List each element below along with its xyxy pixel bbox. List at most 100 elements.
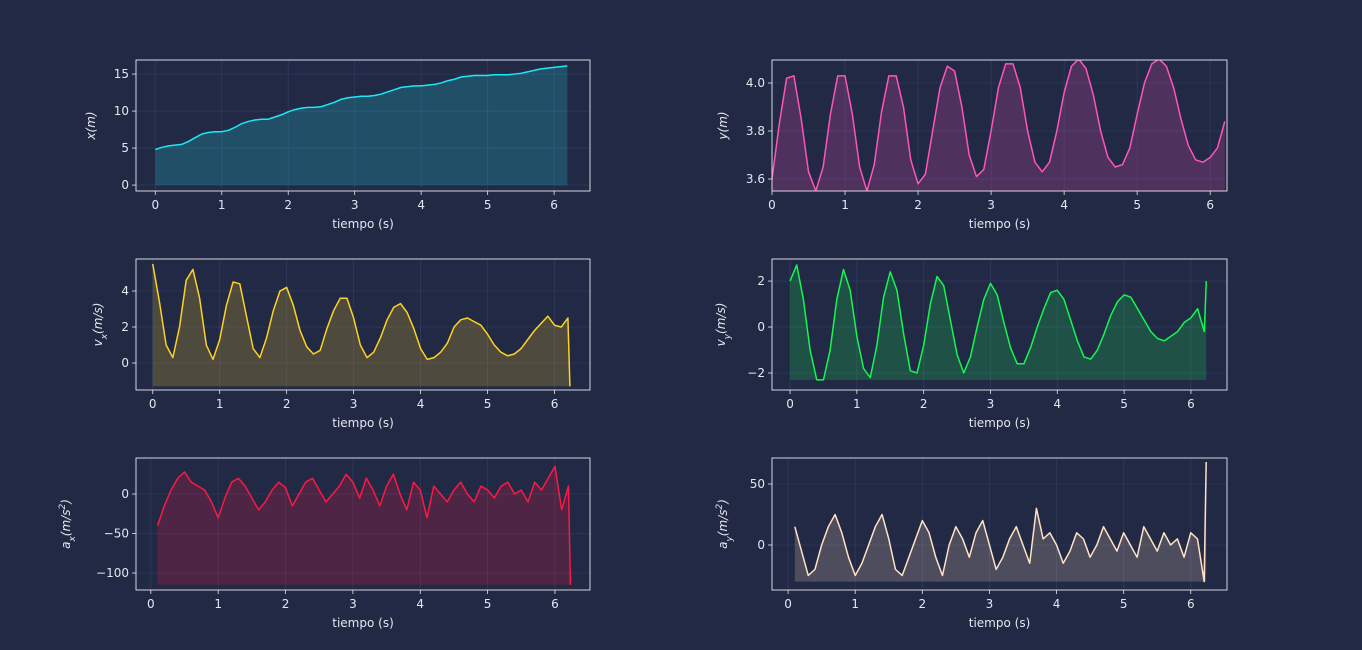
y-axis-label-part: y(m) [716, 111, 730, 140]
y-axis-label: vx(m/s) [91, 303, 110, 347]
data-line [794, 462, 1207, 583]
x-tick-label: 2 [283, 397, 291, 411]
x-tick-label: 1 [216, 397, 224, 411]
data-line [156, 465, 572, 585]
x-tick-label: 3 [987, 397, 995, 411]
y-axis-label-part: v [714, 338, 728, 346]
area-fill [152, 264, 570, 387]
y-tick-label: 5 [121, 141, 129, 155]
x-tick-label: 6 [551, 597, 559, 611]
x-tick-label: 0 [149, 397, 157, 411]
x-tick-label: 6 [1187, 597, 1195, 611]
y-tick-label: 2 [757, 274, 765, 288]
x-tick-label: 4 [417, 397, 425, 411]
y-axis-label-part: y [723, 333, 733, 340]
y-axis-label-part: x [68, 536, 78, 543]
y-tick-label: −2 [747, 366, 765, 380]
y-tick-label: 0 [121, 356, 129, 370]
y-axis-label: ay(m/s2) [715, 499, 735, 549]
x-tick-label: 6 [551, 397, 559, 411]
subplot: 0 1 2 3 4 5 6 0 2 4 tiempo (s) vx(m/s) [91, 258, 591, 430]
x-tick-label: 3 [350, 397, 358, 411]
x-tick-label: 2 [919, 597, 927, 611]
y-tick-label: −50 [104, 527, 129, 541]
y-tick-label: 10 [114, 104, 129, 118]
y-tick-label: 2 [121, 320, 129, 334]
x-tick-label: 1 [841, 198, 849, 212]
x-tick-label: 1 [853, 397, 861, 411]
area-fill [155, 65, 568, 186]
x-axis-label: tiempo (s) [332, 217, 394, 231]
area-fill [772, 60, 1225, 191]
x-tick-label: 5 [484, 597, 492, 611]
x-tick-label: 4 [416, 597, 424, 611]
x-tick-label: 4 [417, 198, 425, 212]
x-tick-label: 6 [1187, 397, 1195, 411]
x-axis-label: tiempo (s) [332, 416, 394, 430]
x-axis-label: tiempo (s) [969, 616, 1031, 630]
x-tick-label: 3 [349, 597, 357, 611]
y-tick-label: 0 [757, 538, 765, 552]
y-tick-label: 3.8 [746, 124, 765, 138]
y-axis-label-part: x(m) [84, 111, 98, 140]
x-tick-label: 0 [784, 597, 792, 611]
x-tick-label: 3 [351, 198, 359, 212]
y-tick-label: 4 [121, 284, 129, 298]
x-tick-label: 3 [986, 597, 994, 611]
x-tick-label: 6 [550, 198, 558, 212]
y-tick-label: 0 [121, 487, 129, 501]
y-axis-label-part: (m/s [716, 510, 730, 537]
y-tick-label: 4.0 [746, 76, 765, 90]
y-tick-label: 0 [121, 178, 129, 192]
y-tick-label: 0 [757, 320, 765, 334]
y-axis-label-part: v [91, 338, 105, 346]
x-tick-label: 1 [214, 597, 222, 611]
x-axis-label: tiempo (s) [332, 616, 394, 630]
subplot: 0 1 2 3 4 5 6 −2 0 2 tiempo (s) vy(m/s) [714, 258, 1228, 430]
y-axis-label-part: a [59, 542, 73, 549]
y-tick-label: 15 [114, 67, 129, 81]
x-tick-label: 3 [987, 198, 995, 212]
y-axis-label: ax(m/s2) [58, 499, 78, 549]
subplot: 0 1 2 3 4 5 6 3.6 3.8 4.0 tiempo (s) y(m) [716, 59, 1228, 231]
y-axis-label-part: (m/s) [91, 303, 105, 334]
axes-frame [135, 258, 591, 391]
x-tick-label: 2 [284, 198, 292, 212]
x-tick-label: 5 [1120, 597, 1128, 611]
y-axis-label-part: (m/s) [714, 303, 728, 334]
axes-frame [771, 457, 1228, 591]
x-tick-label: 5 [1133, 198, 1141, 212]
x-tick-label: 4 [1053, 397, 1061, 411]
x-tick-label: 5 [484, 397, 492, 411]
area-fill [157, 466, 571, 585]
x-tick-label: 0 [768, 198, 776, 212]
x-tick-label: 0 [786, 397, 794, 411]
x-tick-label: 5 [484, 198, 492, 212]
x-tick-label: 1 [218, 198, 226, 212]
area-fill [794, 462, 1207, 582]
x-tick-label: 0 [151, 198, 159, 212]
data-line [789, 264, 1208, 381]
axes-frame [135, 457, 591, 591]
y-axis-label-part: y [725, 536, 735, 543]
y-axis-label-part: ) [59, 499, 73, 505]
y-axis-label: y(m) [716, 111, 730, 140]
y-axis-label: vy(m/s) [714, 303, 733, 347]
y-axis-label-part: a [716, 542, 730, 549]
data-line [152, 263, 571, 387]
x-tick-label: 2 [914, 198, 922, 212]
x-tick-label: 4 [1060, 198, 1068, 212]
x-tick-label: 6 [1206, 198, 1214, 212]
y-axis-label-part: ) [716, 499, 730, 505]
x-tick-label: 1 [851, 597, 859, 611]
axes-frame [135, 59, 591, 192]
axes-frame [771, 258, 1228, 391]
y-axis-label-part: x [100, 333, 110, 340]
data-line [772, 60, 1226, 191]
y-tick-label: −100 [96, 566, 129, 580]
y-axis-label-part: 2 [58, 504, 68, 510]
y-tick-label: 3.6 [746, 172, 765, 186]
